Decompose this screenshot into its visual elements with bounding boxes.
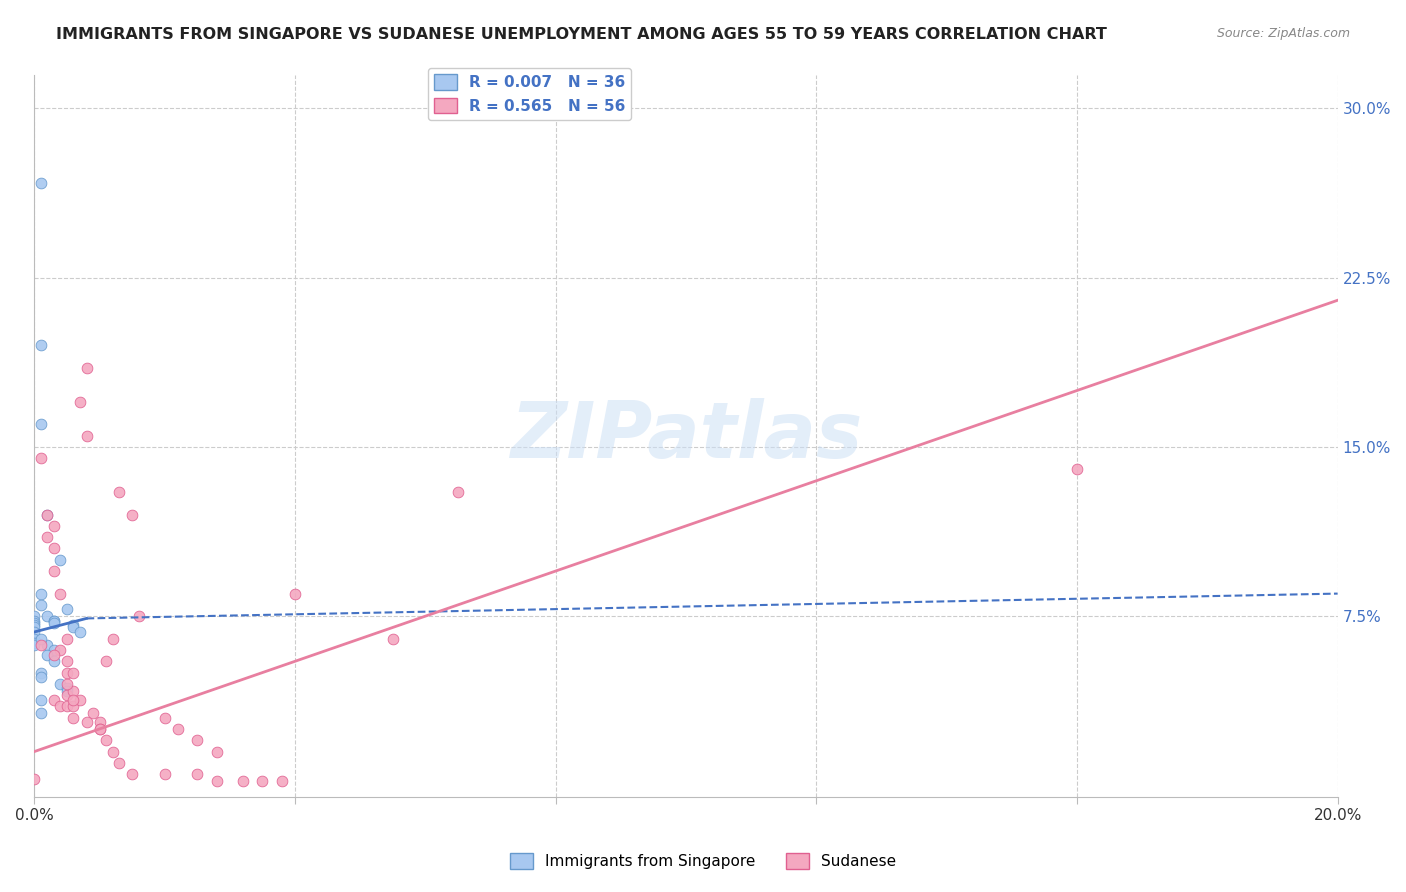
Point bbox=[62, 699, 84, 714]
Point bbox=[128, 609, 150, 624]
Point bbox=[284, 586, 307, 600]
Point bbox=[42, 692, 65, 706]
Point bbox=[56, 602, 79, 616]
Point bbox=[205, 745, 228, 759]
Point bbox=[22, 639, 45, 653]
Point bbox=[37, 609, 59, 624]
Point bbox=[153, 711, 176, 725]
Point bbox=[108, 485, 131, 500]
Point bbox=[381, 632, 404, 646]
Point bbox=[62, 692, 84, 706]
Point bbox=[30, 692, 52, 706]
Point bbox=[49, 643, 72, 657]
Point bbox=[30, 706, 52, 721]
Point bbox=[1066, 462, 1088, 476]
Text: IMMIGRANTS FROM SINGAPORE VS SUDANESE UNEMPLOYMENT AMONG AGES 55 TO 59 YEARS COR: IMMIGRANTS FROM SINGAPORE VS SUDANESE UN… bbox=[56, 27, 1107, 42]
Point bbox=[37, 530, 59, 544]
Point bbox=[30, 598, 52, 612]
Point bbox=[42, 614, 65, 628]
Point bbox=[121, 767, 143, 781]
Point bbox=[22, 620, 45, 634]
Point bbox=[22, 772, 45, 786]
Point bbox=[42, 654, 65, 668]
Point bbox=[69, 692, 91, 706]
Point bbox=[22, 614, 45, 628]
Point bbox=[56, 688, 79, 702]
Point bbox=[56, 654, 79, 668]
Point bbox=[447, 485, 470, 500]
Point bbox=[271, 773, 294, 788]
Point bbox=[252, 773, 274, 788]
Point bbox=[49, 553, 72, 567]
Point bbox=[76, 361, 98, 376]
Point bbox=[37, 508, 59, 522]
Point bbox=[94, 654, 117, 668]
Point bbox=[76, 428, 98, 442]
Point bbox=[82, 706, 104, 721]
Point bbox=[62, 665, 84, 680]
Point bbox=[101, 745, 124, 759]
Point bbox=[186, 733, 208, 747]
Point bbox=[94, 733, 117, 747]
Point bbox=[30, 639, 52, 653]
Point bbox=[30, 632, 52, 646]
Point bbox=[22, 615, 45, 630]
Point bbox=[205, 773, 228, 788]
Point bbox=[22, 636, 45, 650]
Point bbox=[22, 618, 45, 632]
Point bbox=[42, 648, 65, 662]
Point bbox=[37, 639, 59, 653]
Point bbox=[37, 508, 59, 522]
Point bbox=[69, 624, 91, 639]
Point bbox=[42, 614, 65, 628]
Point bbox=[62, 711, 84, 725]
Text: ZIPatlas: ZIPatlas bbox=[510, 398, 862, 474]
Point bbox=[37, 648, 59, 662]
Legend: Immigrants from Singapore, Sudanese: Immigrants from Singapore, Sudanese bbox=[503, 847, 903, 875]
Point bbox=[30, 417, 52, 432]
Point bbox=[42, 615, 65, 630]
Point bbox=[166, 722, 188, 736]
Point bbox=[89, 722, 111, 736]
Point bbox=[108, 756, 131, 770]
Point bbox=[56, 699, 79, 714]
Point bbox=[42, 541, 65, 556]
Point bbox=[62, 618, 84, 632]
Point bbox=[153, 767, 176, 781]
Point bbox=[69, 394, 91, 409]
Point bbox=[56, 681, 79, 696]
Point bbox=[30, 665, 52, 680]
Point bbox=[22, 632, 45, 646]
Point bbox=[186, 767, 208, 781]
Point bbox=[56, 677, 79, 691]
Point bbox=[49, 677, 72, 691]
Point bbox=[42, 519, 65, 533]
Point bbox=[89, 722, 111, 736]
Point bbox=[101, 632, 124, 646]
Text: Source: ZipAtlas.com: Source: ZipAtlas.com bbox=[1216, 27, 1350, 40]
Point bbox=[49, 699, 72, 714]
Point bbox=[30, 586, 52, 600]
Point bbox=[30, 338, 52, 352]
Point bbox=[62, 620, 84, 634]
Point bbox=[232, 773, 254, 788]
Point bbox=[89, 715, 111, 730]
Point bbox=[121, 508, 143, 522]
Point bbox=[42, 643, 65, 657]
Point bbox=[76, 715, 98, 730]
Point bbox=[56, 683, 79, 698]
Point bbox=[49, 586, 72, 600]
Point bbox=[62, 683, 84, 698]
Point bbox=[30, 176, 52, 190]
Point bbox=[22, 624, 45, 639]
Point bbox=[22, 609, 45, 624]
Point bbox=[56, 665, 79, 680]
Point bbox=[30, 670, 52, 684]
Point bbox=[30, 451, 52, 466]
Legend: R = 0.007   N = 36, R = 0.565   N = 56: R = 0.007 N = 36, R = 0.565 N = 56 bbox=[427, 68, 631, 120]
Point bbox=[56, 632, 79, 646]
Point bbox=[42, 564, 65, 578]
